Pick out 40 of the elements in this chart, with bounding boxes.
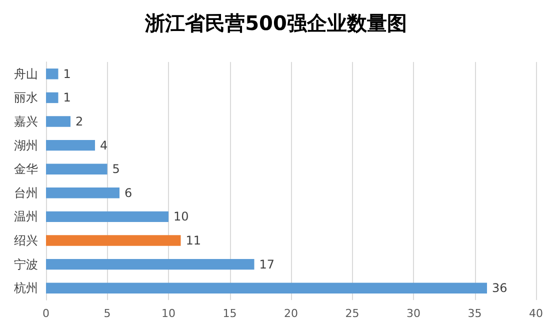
x-tick-label: 40 (529, 307, 543, 320)
x-tick-label: 35 (468, 307, 482, 320)
y-tick-label: 杭州 (13, 281, 38, 296)
bar (46, 68, 58, 80)
data-label: 2 (76, 114, 84, 128)
y-tick-label: 台州 (14, 186, 38, 200)
y-tick-label: 嘉兴 (14, 114, 38, 128)
y-tick-label: 绍兴 (14, 234, 38, 248)
data-label: 36 (492, 281, 508, 296)
y-tick-label: 金华 (14, 162, 38, 176)
data-label: 5 (112, 162, 120, 176)
y-tick-label: 宁波 (14, 257, 38, 272)
data-label: 1 (63, 90, 71, 105)
bar (46, 116, 70, 127)
x-tick-label: 5 (104, 307, 111, 320)
data-label: 4 (100, 138, 108, 152)
data-label: 17 (259, 257, 275, 272)
bar (46, 140, 95, 151)
x-tick-label: 15 (222, 307, 237, 320)
data-label: 1 (63, 66, 71, 81)
bar (46, 164, 108, 174)
x-tick-label: 10 (162, 307, 176, 320)
bar (46, 188, 120, 198)
data-label: 10 (174, 210, 189, 224)
bar (46, 258, 254, 270)
bar (46, 235, 181, 246)
bar (46, 282, 487, 294)
y-tick-label: 舟山 (14, 66, 38, 81)
data-label: 11 (186, 234, 202, 248)
bar (46, 92, 58, 104)
x-tick-label: 20 (284, 307, 298, 320)
y-tick-label: 温州 (14, 210, 38, 224)
x-tick-label: 25 (345, 307, 360, 320)
x-tick-label: 0 (42, 307, 50, 320)
bar (46, 211, 168, 222)
y-tick-label: 湖州 (14, 138, 38, 152)
chart-title: 浙江省民营500强企业数量图 (144, 11, 407, 35)
x-tick-label: 30 (406, 307, 420, 320)
y-tick-label: 丽水 (14, 90, 38, 105)
data-label: 6 (124, 186, 132, 200)
